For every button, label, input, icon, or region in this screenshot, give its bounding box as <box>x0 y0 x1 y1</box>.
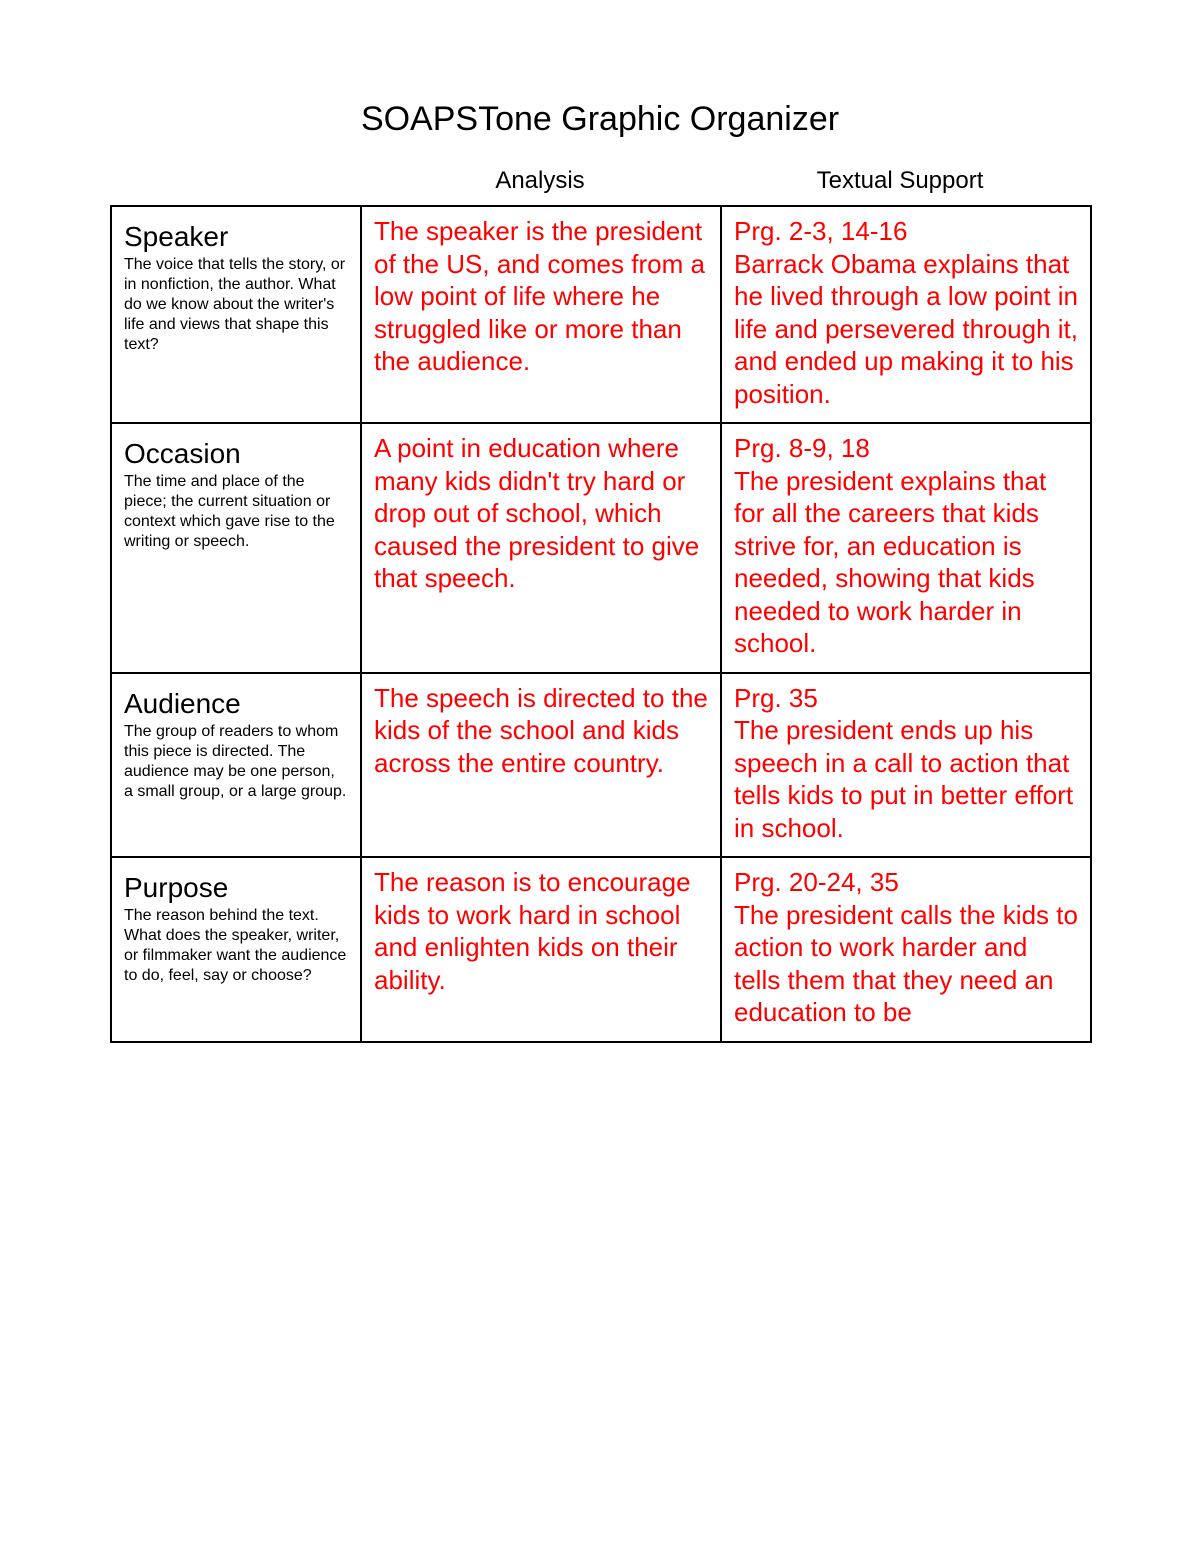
analysis-cell: The speaker is the president of the US, … <box>361 206 721 423</box>
category-cell: Speaker The voice that tells the story, … <box>111 206 361 423</box>
page-title: SOAPSTone Graphic Organizer <box>110 100 1090 139</box>
category-description: The voice that tells the story, or in no… <box>124 255 348 355</box>
analysis-cell: A point in education where many kids did… <box>361 423 721 673</box>
table-row: Audience The group of readers to whom th… <box>111 673 1091 858</box>
category-cell: Purpose The reason behind the text. What… <box>111 857 361 1042</box>
support-reference: Prg. 35 <box>734 682 1078 715</box>
category-description: The reason behind the text. What does th… <box>124 906 348 986</box>
category-title: Audience <box>124 688 348 720</box>
category-title: Speaker <box>124 221 348 253</box>
category-title: Purpose <box>124 872 348 904</box>
support-cell: Prg. 2-3, 14-16 Barrack Obama explains t… <box>721 206 1091 423</box>
analysis-text: The speaker is the president of the US, … <box>374 215 708 378</box>
category-description: The group of readers to whom this piece … <box>124 722 348 802</box>
support-reference: Prg. 8-9, 18 <box>734 432 1078 465</box>
column-header-support: Textual Support <box>720 167 1080 195</box>
column-headers: Analysis Textual Support <box>360 167 1090 195</box>
support-text: The president explains that for all the … <box>734 465 1078 660</box>
support-text: The president ends up his speech in a ca… <box>734 714 1078 844</box>
document-page: SOAPSTone Graphic Organizer Analysis Tex… <box>0 0 1200 1553</box>
analysis-cell: The reason is to encourage kids to work … <box>361 857 721 1042</box>
support-reference: Prg. 20-24, 35 <box>734 866 1078 899</box>
support-cell: Prg. 20-24, 35 The president calls the k… <box>721 857 1091 1042</box>
table-row: Purpose The reason behind the text. What… <box>111 857 1091 1042</box>
support-text: The president calls the kids to action t… <box>734 899 1078 1029</box>
column-header-analysis: Analysis <box>360 167 720 195</box>
support-reference: Prg. 2-3, 14-16 <box>734 215 1078 248</box>
support-cell: Prg. 8-9, 18 The president explains that… <box>721 423 1091 673</box>
category-title: Occasion <box>124 438 348 470</box>
analysis-cell: The speech is directed to the kids of th… <box>361 673 721 858</box>
category-cell: Audience The group of readers to whom th… <box>111 673 361 858</box>
table-row: Occasion The time and place of the piece… <box>111 423 1091 673</box>
table-row: Speaker The voice that tells the story, … <box>111 206 1091 423</box>
organizer-table: Speaker The voice that tells the story, … <box>110 205 1092 1043</box>
support-text: Barrack Obama explains that he lived thr… <box>734 248 1078 411</box>
analysis-text: The reason is to encourage kids to work … <box>374 866 708 996</box>
analysis-text: A point in education where many kids did… <box>374 432 708 595</box>
category-cell: Occasion The time and place of the piece… <box>111 423 361 673</box>
analysis-text: The speech is directed to the kids of th… <box>374 682 708 780</box>
support-cell: Prg. 35 The president ends up his speech… <box>721 673 1091 858</box>
category-description: The time and place of the piece; the cur… <box>124 472 348 552</box>
